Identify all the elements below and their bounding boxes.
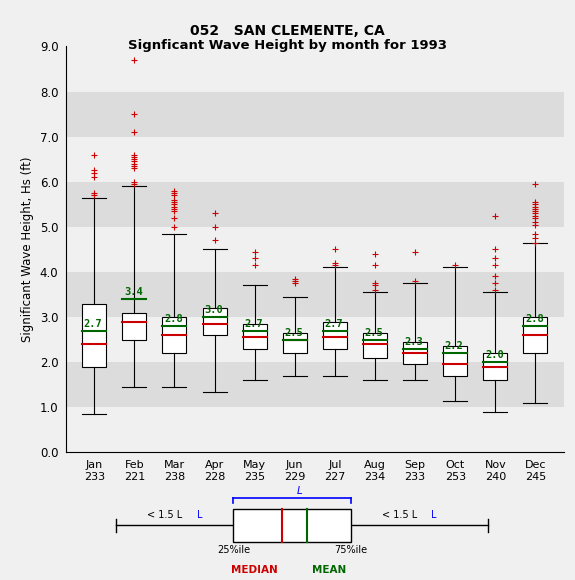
Text: 2.7: 2.7 xyxy=(324,319,343,329)
Bar xyxy=(66,362,564,407)
Bar xyxy=(233,509,351,542)
Text: < 1.5 L: < 1.5 L xyxy=(382,510,417,520)
Bar xyxy=(523,317,547,353)
Text: 2.7: 2.7 xyxy=(244,319,263,329)
Text: 2.7: 2.7 xyxy=(84,319,102,329)
Bar xyxy=(82,303,106,367)
Text: 2.8: 2.8 xyxy=(525,314,544,324)
Text: 2.3: 2.3 xyxy=(405,337,423,347)
Bar xyxy=(323,321,347,349)
Bar xyxy=(443,346,467,376)
Text: L: L xyxy=(297,487,302,496)
Y-axis label: Significant Wave Height, Hs (ft): Significant Wave Height, Hs (ft) xyxy=(21,157,34,342)
Bar xyxy=(66,272,564,317)
Bar xyxy=(66,137,564,182)
Bar xyxy=(363,333,387,358)
Bar xyxy=(243,324,267,349)
Bar xyxy=(66,46,564,92)
Text: 2.0: 2.0 xyxy=(485,350,504,360)
Text: 2.5: 2.5 xyxy=(365,328,384,338)
Text: 3.4: 3.4 xyxy=(124,287,143,297)
Bar xyxy=(403,342,427,364)
Bar xyxy=(66,92,564,137)
Bar xyxy=(66,227,564,272)
Text: MEAN: MEAN xyxy=(312,565,346,575)
Text: L: L xyxy=(197,510,202,520)
Text: L: L xyxy=(431,510,437,520)
Text: < 1.5 L: < 1.5 L xyxy=(147,510,183,520)
Bar xyxy=(122,313,147,340)
Text: 25%ile: 25%ile xyxy=(217,545,250,555)
Bar xyxy=(66,317,564,362)
Bar xyxy=(283,333,307,353)
Bar xyxy=(483,353,507,380)
Text: 2.2: 2.2 xyxy=(445,342,463,351)
Text: MEDIAN: MEDIAN xyxy=(231,565,278,575)
Text: 3.0: 3.0 xyxy=(204,305,223,316)
Text: Signficant Wave Height by month for 1993: Signficant Wave Height by month for 1993 xyxy=(128,39,447,52)
Text: 2.5: 2.5 xyxy=(284,328,303,338)
Bar xyxy=(202,308,227,335)
Text: 2.8: 2.8 xyxy=(164,314,183,324)
Text: 052   SAN CLEMENTE, CA: 052 SAN CLEMENTE, CA xyxy=(190,24,385,38)
Bar xyxy=(162,317,186,353)
Bar xyxy=(66,407,564,452)
Bar xyxy=(66,182,564,227)
Text: 75%ile: 75%ile xyxy=(334,545,367,555)
